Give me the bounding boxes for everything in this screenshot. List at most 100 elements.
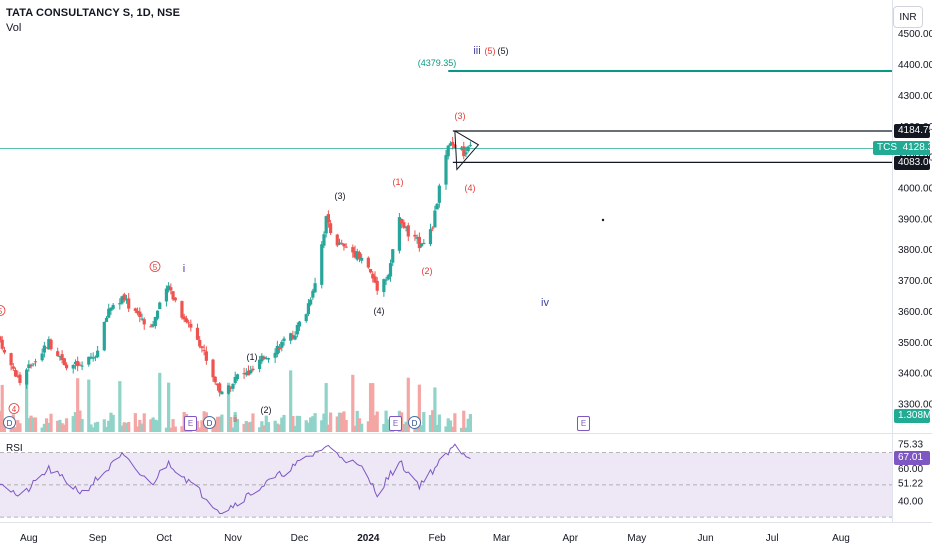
price-tick-label: 3800.00 [898, 245, 932, 256]
candle [344, 246, 348, 248]
candle [258, 359, 262, 369]
wave-1-red-label: (1) [393, 177, 404, 187]
candle [291, 335, 295, 339]
candle [25, 369, 29, 385]
candle [464, 152, 468, 155]
volume-bar [124, 423, 129, 432]
current-price-tag: TCS 4128.30 [873, 141, 932, 155]
volume-bar [326, 424, 330, 432]
candle [282, 338, 286, 341]
volume-bar [71, 416, 75, 432]
candle [218, 383, 222, 393]
volume-bar [167, 382, 171, 432]
volume-bar [444, 426, 448, 432]
volume-bar [417, 384, 421, 432]
candle [415, 237, 419, 239]
symbol-title[interactable]: TATA CONSULTANCY S, 1D, NSE [6, 7, 181, 19]
candle [211, 359, 215, 378]
candle [444, 155, 448, 185]
volume-bar [213, 421, 217, 432]
volume-bar [180, 426, 184, 432]
currency-button[interactable]: INR [893, 6, 923, 28]
volume-bar [80, 418, 84, 432]
candle [200, 346, 204, 349]
volume-bar [366, 421, 370, 432]
candle [107, 308, 111, 318]
volume-bar [200, 420, 204, 432]
price-tick-label: 4400.00 [898, 60, 932, 71]
left-wave-5-label: 5 [0, 307, 3, 316]
volume-bar [198, 427, 202, 432]
volume-bar [422, 412, 426, 432]
candle [260, 355, 264, 362]
candle [313, 283, 317, 293]
volume-bar [293, 425, 297, 432]
volume-bar [295, 415, 299, 432]
volume-bar [246, 422, 251, 432]
rsi-tick-label: 60.00 [898, 464, 923, 475]
volume-bar [249, 421, 253, 432]
rsi-line [0, 443, 471, 514]
earnings-marker[interactable]: E [577, 416, 590, 431]
candle [18, 374, 22, 383]
volume-bar [40, 427, 44, 432]
candle [182, 316, 186, 320]
triangle-pattern [454, 130, 480, 171]
candle [388, 263, 393, 277]
candle [244, 372, 248, 375]
volume-bar [233, 412, 237, 432]
candle [220, 391, 224, 395]
volume-bar [375, 411, 379, 432]
candle [13, 369, 18, 377]
volume-bar [218, 416, 222, 432]
wave-5-circle-label-circle [149, 261, 161, 272]
candle [309, 299, 313, 305]
volume-bar [282, 414, 286, 432]
candle [29, 364, 33, 367]
candle [40, 353, 44, 361]
wave-5-red-label: (5) [485, 46, 496, 56]
earnings-marker[interactable]: E [184, 416, 197, 431]
candle [337, 242, 342, 245]
time-tick-label: Aug [20, 533, 38, 544]
volume-bar [309, 417, 313, 432]
volume-bar [371, 383, 375, 432]
candle [453, 144, 457, 148]
rsi-label: RSI [6, 443, 23, 454]
candle [0, 336, 2, 340]
candle [27, 364, 31, 369]
volume-bar [13, 427, 18, 432]
volume-bar [351, 374, 355, 432]
candle [397, 217, 402, 251]
time-tick-label: Feb [429, 533, 447, 544]
candle [11, 366, 15, 369]
candle [73, 361, 78, 365]
candle [158, 302, 162, 310]
volume-bar [56, 420, 60, 432]
dividend-marker[interactable]: D [3, 416, 16, 429]
rsi-tick-label: 40.00 [898, 497, 923, 508]
dividend-marker[interactable]: D [408, 416, 421, 429]
volume-bar [277, 424, 282, 432]
candle [357, 252, 362, 259]
candle [111, 304, 115, 309]
volume-bar [102, 419, 106, 432]
dividend-marker[interactable]: D [203, 416, 216, 429]
candle [56, 351, 60, 357]
candle [124, 299, 129, 301]
candle [180, 301, 184, 318]
volume-bar [320, 420, 324, 432]
price-tick-label: 4500.00 [898, 29, 932, 40]
candle [297, 321, 302, 327]
candle [80, 365, 84, 367]
volume-bar [242, 423, 246, 432]
earnings-marker[interactable]: E [389, 416, 402, 431]
candle [466, 146, 470, 152]
time-tick-label: Jun [698, 533, 714, 544]
candle [135, 310, 140, 314]
candle [375, 280, 379, 291]
volume-bar [31, 417, 35, 432]
volume-bar [49, 413, 53, 432]
candle [264, 358, 268, 360]
